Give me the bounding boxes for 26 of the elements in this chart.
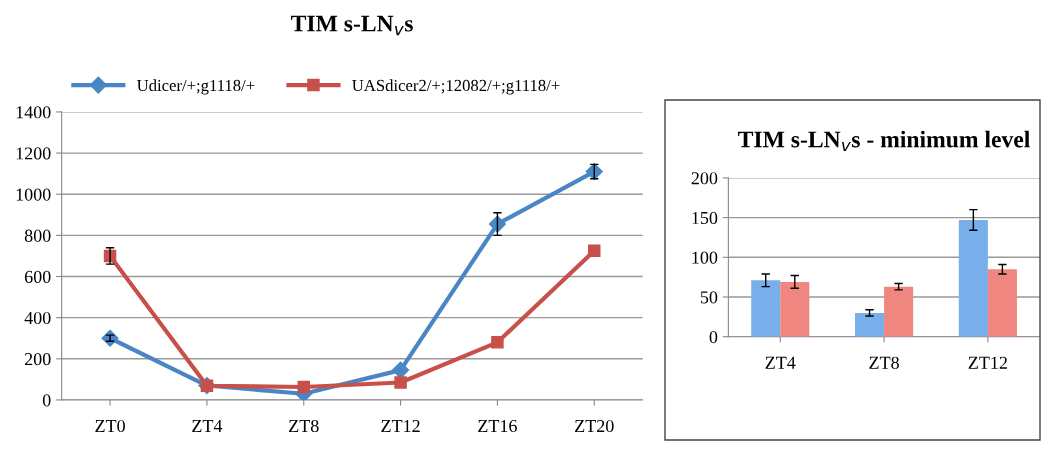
x-tick-label: ZT16 (478, 419, 517, 433)
x-tick-label: ZT0 (95, 419, 125, 433)
x-tick-label: ZT4 (765, 356, 796, 369)
y-tick-label: 0 (709, 330, 718, 344)
x-tick-label: ZT20 (575, 419, 614, 433)
x-tick-label: ZT12 (968, 356, 1007, 369)
y-tick-label: 200 (24, 353, 51, 366)
legend-label: Udicer/+;g1118/+ (137, 79, 255, 95)
y-tick-label: 1400 (16, 106, 51, 119)
y-tick-label: 50 (700, 291, 718, 304)
y-tick-label: 1200 (16, 147, 51, 160)
chart-title: TIM s-LN$_{v}$s - minimum level (738, 130, 1030, 152)
x-tick-label: ZT4 (192, 420, 223, 432)
y-tick-label: 150 (692, 211, 718, 225)
y-tick-label: 400 (24, 311, 51, 325)
chart-title: TIM s-LN$_{v}$s (291, 15, 413, 36)
x-tick-label: ZT8 (289, 419, 319, 433)
y-tick-label: 600 (24, 270, 51, 283)
legend-label: UASdicer2/+;12082/+;g1118/+ (352, 79, 560, 95)
x-tick-label: ZT12 (381, 419, 420, 432)
y-tick-label: 0 (42, 394, 51, 407)
y-tick-label: 800 (24, 229, 51, 242)
y-tick-label: 200 (691, 172, 718, 185)
y-tick-label: 1000 (16, 188, 51, 201)
x-tick-label: ZT8 (869, 356, 899, 369)
y-tick-label: 100 (692, 251, 718, 264)
